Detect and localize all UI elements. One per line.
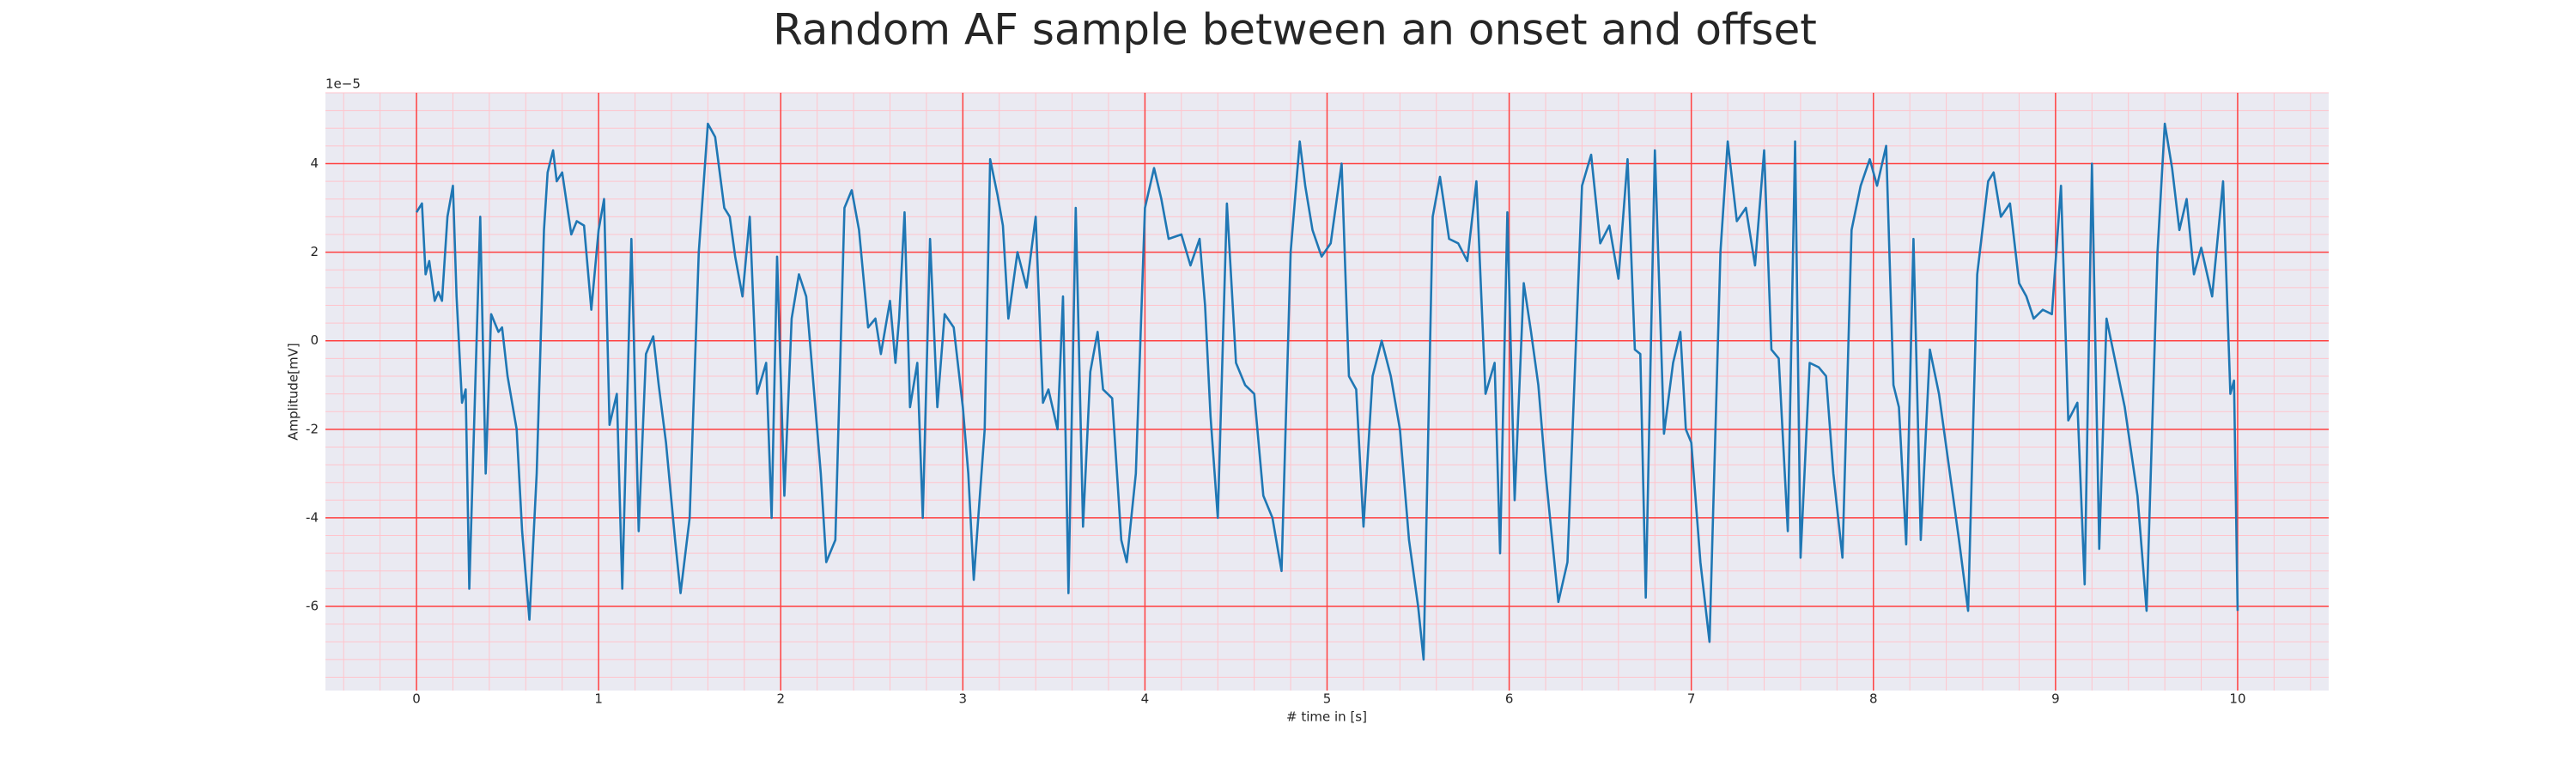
y-axis-label: Amplitude[mV] (286, 343, 301, 440)
x-axis-label: # time in [s] (1286, 709, 1367, 725)
x-tick-label: 5 (1323, 691, 1332, 707)
x-tick-label: 10 (2229, 691, 2245, 707)
y-tick-label: 4 (310, 155, 319, 171)
x-tick-label: 2 (776, 691, 785, 707)
x-tick-label: 9 (2051, 691, 2060, 707)
y-offset-label: 1e−5 (325, 76, 361, 92)
chart-title: Random AF sample between an onset and of… (773, 5, 1817, 55)
x-tick-label: 4 (1141, 691, 1150, 707)
x-tick-label: 0 (412, 691, 421, 707)
y-tick-label: 2 (310, 244, 319, 259)
x-tick-label: 1 (594, 691, 603, 707)
y-tick-label: -6 (306, 599, 319, 614)
x-tick-label: 6 (1505, 691, 1514, 707)
x-tick-label: 7 (1687, 691, 1696, 707)
signal-line (415, 122, 2239, 661)
x-tick-label: 8 (1869, 691, 1878, 707)
x-tick-label: 3 (959, 691, 968, 707)
y-tick-label: 0 (310, 332, 319, 348)
y-tick-label: -2 (306, 421, 319, 436)
y-tick-label: -4 (306, 509, 319, 525)
